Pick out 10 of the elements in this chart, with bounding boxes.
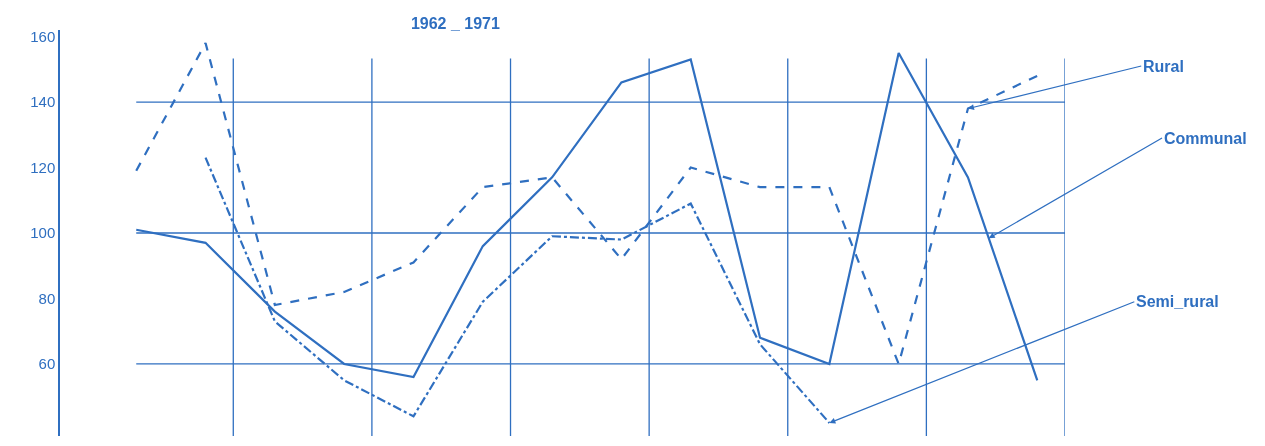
y-tick-label: 80 <box>38 289 56 307</box>
y-tick-label: 140 <box>30 93 56 111</box>
text: Communal <box>1164 130 1247 147</box>
chart-title: 1962 _ 1971 <box>410 15 500 33</box>
text: Rural <box>1143 58 1184 75</box>
text: Semi_rural <box>1136 293 1219 310</box>
y-tick-label: 160 <box>30 27 56 45</box>
y-tick-label: 60 <box>38 355 56 373</box>
y-tick-label: 120 <box>30 158 56 176</box>
y-tick-label: 100 <box>30 224 56 242</box>
